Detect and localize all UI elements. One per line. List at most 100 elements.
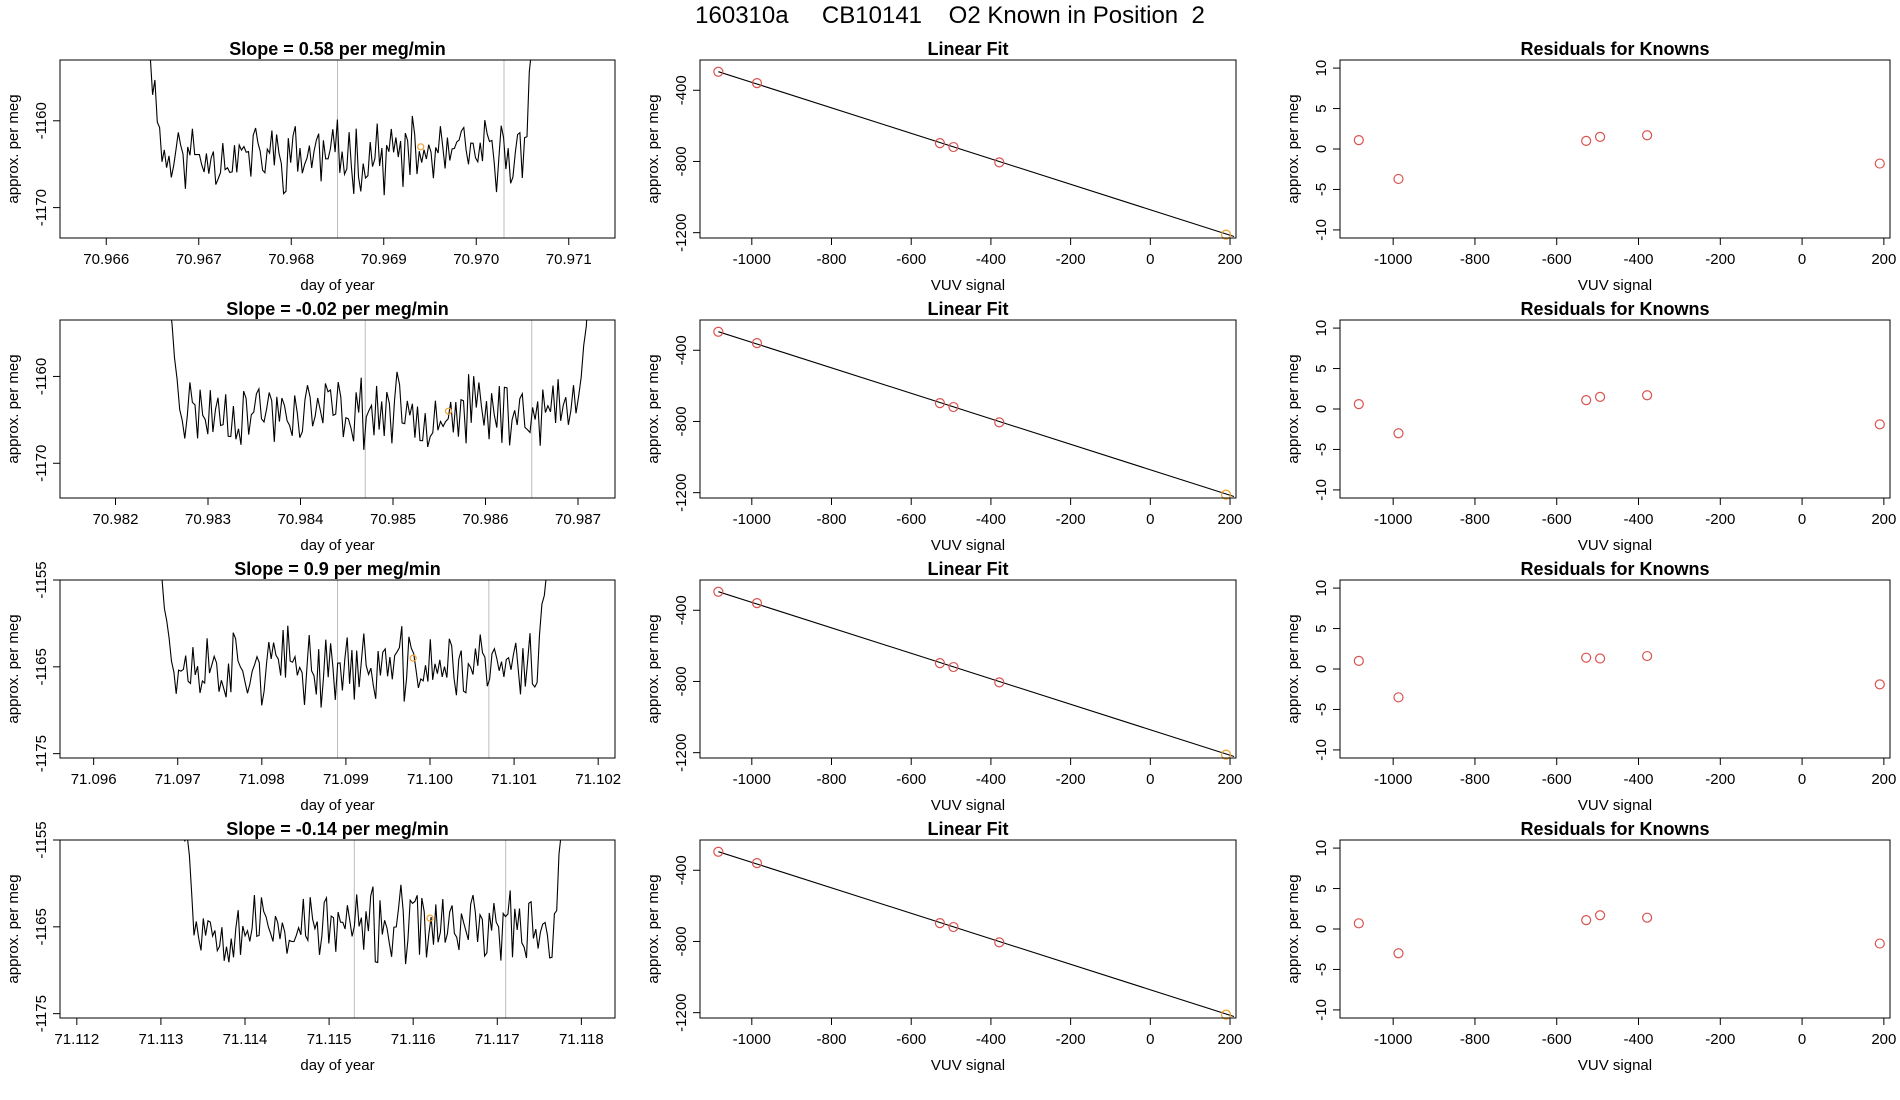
y-tick-label: 10 bbox=[1313, 320, 1330, 337]
y-tick-label: -800 bbox=[673, 926, 690, 956]
y-tick-label: 0 bbox=[1313, 925, 1330, 933]
data-point bbox=[713, 66, 724, 77]
x-tick-label: 200 bbox=[1871, 251, 1896, 268]
y-axis-label: approx. per meg bbox=[1285, 614, 1302, 723]
x-tick-label: -400 bbox=[1623, 251, 1653, 268]
y-tick-label: -1200 bbox=[673, 733, 690, 771]
x-tick-label: 70.987 bbox=[555, 511, 601, 528]
x-axis-label: VUV signal bbox=[1578, 1057, 1652, 1074]
y-tick-label: -5 bbox=[1313, 183, 1330, 196]
chart-title: Residuals for Knowns bbox=[1520, 39, 1709, 59]
data-point bbox=[1220, 489, 1232, 500]
data-point bbox=[994, 417, 1005, 428]
x-tick-label: 200 bbox=[1218, 1031, 1243, 1048]
data-point bbox=[948, 661, 959, 673]
x-tick-label: 70.985 bbox=[370, 511, 416, 528]
x-tick-label: 200 bbox=[1871, 771, 1896, 788]
fit-line bbox=[718, 851, 1235, 1018]
y-axis-label: approx. per meg bbox=[1285, 874, 1302, 983]
x-tick-label: -600 bbox=[1542, 511, 1572, 528]
sample-point bbox=[417, 143, 425, 151]
data-point bbox=[1220, 749, 1232, 760]
x-tick-label: -1000 bbox=[1374, 251, 1412, 268]
plot-frame bbox=[59, 319, 616, 499]
plot-frame bbox=[699, 579, 1237, 759]
x-tick-label: -800 bbox=[1460, 511, 1490, 528]
y-tick-label: -400 bbox=[673, 855, 690, 885]
data-point bbox=[713, 586, 724, 597]
chart-panel-11: Linear Fit VUV signal approx. per meg -1000… bbox=[645, 819, 1243, 1074]
y-axis-label: approx. per meg bbox=[5, 94, 22, 203]
x-tick-label: 0 bbox=[1798, 771, 1806, 788]
y-tick-label: 0 bbox=[1313, 665, 1330, 673]
x-tick-label: 70.971 bbox=[546, 251, 592, 268]
y-tick-label: 5 bbox=[1313, 364, 1330, 372]
x-tick-label: 70.966 bbox=[83, 251, 129, 268]
x-tick-label: -800 bbox=[1460, 1031, 1490, 1048]
x-tick-label: 0 bbox=[1146, 511, 1154, 528]
fit-line bbox=[718, 591, 1235, 758]
y-tick-label: 0 bbox=[1313, 145, 1330, 153]
data-point bbox=[994, 937, 1005, 948]
x-tick-label: -400 bbox=[976, 771, 1006, 788]
y-tick-label: -10 bbox=[1313, 479, 1330, 501]
x-tick-label: -800 bbox=[816, 771, 846, 788]
x-tick-label: -200 bbox=[1056, 771, 1086, 788]
chart-panel-4: Slope = -0.02 per meg/min day of year appr… bbox=[5, 299, 616, 554]
x-tick-label: -800 bbox=[816, 1031, 846, 1048]
data-point bbox=[1642, 650, 1653, 662]
chart-panel-5: Linear Fit VUV signal approx. per meg -1000… bbox=[645, 299, 1243, 554]
data-point bbox=[1642, 130, 1653, 141]
y-axis-label: approx. per meg bbox=[5, 614, 22, 723]
x-tick-label: 0 bbox=[1146, 771, 1154, 788]
x-tick-label: -1000 bbox=[733, 251, 771, 268]
plot-frame bbox=[699, 839, 1237, 1019]
y-axis-label: approx. per meg bbox=[5, 874, 22, 983]
x-tick-label: -600 bbox=[1542, 771, 1572, 788]
plot-frame bbox=[59, 579, 616, 759]
plot-frame bbox=[1339, 319, 1891, 499]
data-point bbox=[934, 138, 946, 149]
data-point bbox=[1874, 419, 1885, 430]
y-tick-label: -1175 bbox=[33, 995, 50, 1032]
chart-title: Residuals for Knowns bbox=[1520, 559, 1709, 579]
data-point bbox=[948, 141, 959, 153]
sample-point bbox=[409, 654, 417, 662]
x-tick-label: 200 bbox=[1218, 251, 1243, 268]
signal-trace bbox=[149, 60, 532, 196]
x-tick-label: 70.968 bbox=[268, 251, 314, 268]
x-tick-label: 70.986 bbox=[463, 511, 509, 528]
x-tick-label: 71.099 bbox=[323, 771, 369, 788]
x-tick-label: 200 bbox=[1218, 771, 1243, 788]
chart-title: Slope = 0.9 per meg/min bbox=[234, 559, 441, 579]
data-point bbox=[1220, 1009, 1232, 1020]
chart-panel-8: Linear Fit VUV signal approx. per meg -1000… bbox=[645, 559, 1243, 814]
chart-title: Slope = -0.14 per meg/min bbox=[226, 819, 449, 839]
data-point bbox=[1642, 390, 1653, 401]
x-tick-label: 200 bbox=[1871, 511, 1896, 528]
data-point bbox=[1581, 914, 1592, 926]
x-tick-label: 200 bbox=[1218, 511, 1243, 528]
x-tick-label: 70.983 bbox=[185, 511, 231, 528]
y-tick-label: -800 bbox=[673, 406, 690, 436]
x-tick-label: 71.115 bbox=[307, 1031, 352, 1048]
x-tick-label: -400 bbox=[1623, 511, 1653, 528]
y-axis-label: approx. per meg bbox=[1285, 94, 1302, 203]
y-tick-label: 0 bbox=[1313, 405, 1330, 413]
y-tick-label: -1200 bbox=[673, 473, 690, 511]
x-tick-label: 0 bbox=[1798, 511, 1806, 528]
x-axis-label: day of year bbox=[300, 277, 374, 294]
y-tick-label: -1200 bbox=[673, 213, 690, 251]
x-tick-label: -400 bbox=[1623, 1031, 1653, 1048]
x-tick-label: -200 bbox=[1056, 1031, 1086, 1048]
y-tick-label: -5 bbox=[1313, 443, 1330, 456]
data-point bbox=[1642, 912, 1653, 923]
plot-frame bbox=[59, 839, 616, 1019]
y-tick-label: -1170 bbox=[33, 189, 50, 226]
x-tick-label: -600 bbox=[1542, 251, 1572, 268]
x-tick-label: -1000 bbox=[1374, 1031, 1412, 1048]
y-axis-label: approx. per meg bbox=[645, 94, 662, 203]
x-axis-label: VUV signal bbox=[1578, 537, 1652, 554]
data-point bbox=[948, 921, 959, 933]
